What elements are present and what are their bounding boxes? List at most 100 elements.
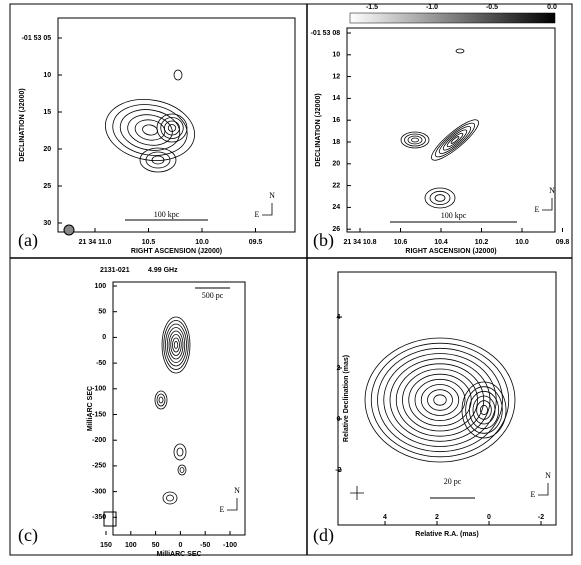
y-tick-label: 4 [336, 314, 340, 321]
y-tick-label: 25 [43, 183, 51, 190]
x-tick-label: 2 [435, 514, 439, 521]
contour [414, 378, 466, 422]
y-axis-label: MilliARC SEC [87, 386, 94, 431]
contour [139, 147, 177, 173]
contour [162, 491, 178, 505]
contour [173, 443, 187, 461]
y-tick-label: 20 [332, 161, 340, 168]
y-tick-label: 16 [332, 117, 340, 124]
compass-e: E [220, 505, 225, 514]
y-tick-label: 2 [336, 365, 340, 372]
scale-bar-label: 100 kpc [154, 210, 180, 219]
plot-frame [346, 27, 556, 233]
beam [350, 486, 364, 500]
contour [364, 337, 516, 463]
beam [103, 511, 117, 527]
contour [173, 341, 179, 349]
panel-label: (c) [18, 525, 38, 546]
contour [176, 447, 184, 457]
contour [160, 117, 184, 139]
contour [472, 395, 496, 425]
y-tick-label: -100 [92, 386, 106, 393]
contour [455, 48, 465, 54]
contour [476, 400, 492, 420]
y-tick-label: 24 [332, 204, 340, 211]
frequency: 4.99 GHz [148, 267, 178, 274]
contour [104, 99, 196, 161]
contour [167, 124, 177, 132]
contour [395, 363, 485, 437]
x-tick-label: 10.4 [434, 239, 448, 246]
y-tick-label: 18 [332, 139, 340, 146]
y-tick-label: -01 53 08 [311, 30, 341, 37]
contour [165, 323, 187, 367]
panel-title: 2131-021 [100, 267, 130, 274]
y-tick-label: -350 [92, 514, 106, 521]
compass-n: N [549, 186, 555, 195]
y-tick-label: -50 [96, 360, 106, 367]
x-tick-label: 21 34 11.0 [79, 239, 112, 246]
scale-bar-label: 20 pc [444, 477, 462, 486]
x-tick-label: 100 [125, 542, 137, 549]
x-tick-label: 10.6 [394, 239, 408, 246]
contour [179, 467, 185, 473]
contour [164, 120, 180, 136]
contour [377, 347, 503, 453]
contour [446, 132, 464, 148]
x-tick-label: -100 [223, 542, 237, 549]
contour [461, 381, 507, 439]
compass [227, 498, 238, 511]
contour [389, 358, 491, 442]
contour [408, 373, 472, 427]
x-tick-label: 0 [487, 514, 491, 521]
contour [438, 126, 472, 154]
contour [151, 155, 165, 165]
y-tick-label: 26 [332, 226, 340, 233]
y-tick-label: -2 [335, 467, 341, 474]
x-axis-label: RIGHT ASCENSION (J2000) [131, 248, 222, 255]
y-tick-label: 12 [332, 73, 340, 80]
contour [166, 327, 186, 363]
contour [158, 396, 164, 404]
x-axis-label: MilliARC SEC [156, 551, 201, 558]
y-tick-label: 10 [332, 52, 340, 59]
contour [177, 464, 187, 476]
x-tick-label: 09.8 [556, 239, 570, 246]
y-tick-label: 30 [43, 220, 51, 227]
compass [538, 483, 549, 496]
x-tick-label: 4 [383, 514, 387, 521]
contour [145, 151, 171, 169]
contour [424, 187, 456, 209]
contour [433, 394, 447, 406]
plot-frame [57, 17, 296, 233]
compass-e: E [255, 210, 260, 219]
y-tick-label: 0 [336, 416, 340, 423]
contour [173, 69, 183, 81]
plot-frame [337, 271, 557, 526]
scale-bar-label: 500 pc [202, 291, 224, 300]
y-tick-label: -250 [92, 463, 106, 470]
x-axis-label: Relative R.A. (mas) [415, 531, 478, 538]
contour [400, 131, 430, 149]
y-tick-label: 20 [43, 146, 51, 153]
panel-label: (a) [18, 230, 38, 251]
colorbar-tick-label: -1.0 [426, 4, 438, 11]
y-tick-label: 50 [98, 309, 106, 316]
y-axis-label: Relative Declination (mas) [343, 355, 350, 442]
contour [427, 389, 453, 411]
colorbar-tick-label: -1.5 [366, 4, 378, 11]
contour [154, 390, 168, 410]
colorbar-tick-label: 0.0 [547, 4, 557, 11]
contour [127, 114, 173, 146]
y-tick-label: 15 [43, 109, 51, 116]
contour [161, 316, 191, 374]
compass-e: E [535, 205, 540, 214]
y-tick-label: -01 53 05 [22, 35, 52, 42]
contour [434, 194, 446, 202]
contour [429, 190, 451, 206]
x-tick-label: 10.0 [515, 239, 529, 246]
contour [404, 133, 426, 147]
y-tick-label: -150 [92, 411, 106, 418]
compass-n: N [545, 471, 551, 480]
